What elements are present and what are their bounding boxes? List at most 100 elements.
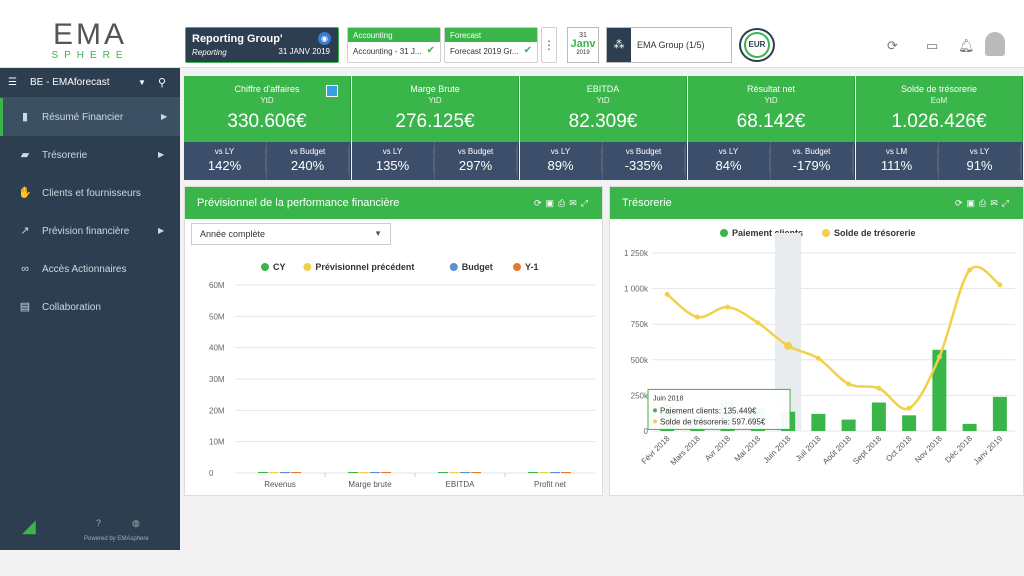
currency-label: EUR bbox=[744, 32, 770, 58]
performance-chart: CY Prévisionnel précédent Budget Y-1 0 10M 20M… bbox=[209, 262, 595, 489]
bar bbox=[449, 472, 459, 473]
tresorerie-chart: Paiement clients Solde de trésorerie 0 250k… bbox=[624, 228, 1015, 467]
kpi-card[interactable]: Marge Brute YtD 276.125€ vs LY 135% vs Bu… bbox=[352, 76, 519, 180]
bar bbox=[438, 472, 448, 473]
bar bbox=[561, 472, 571, 473]
legend-label: Budget bbox=[462, 262, 493, 272]
bar bbox=[348, 472, 358, 473]
line-point bbox=[784, 341, 793, 350]
y-tick-label: 50M bbox=[209, 312, 225, 321]
kpi-card[interactable]: Solde de trésorerie EoM 1.026.426€ vs LM… bbox=[856, 76, 1023, 180]
comparison-label: vs Budget bbox=[435, 147, 517, 156]
comparison-label: vs LY bbox=[184, 147, 266, 156]
comparison-value: 135% bbox=[352, 158, 434, 173]
x-tick-label: Nov 2018 bbox=[913, 434, 944, 465]
checkbox[interactable] bbox=[326, 85, 338, 97]
panel-tools[interactable]: ⟳▣⎙✉⤢ bbox=[955, 198, 1013, 208]
avatar[interactable] bbox=[985, 32, 1005, 56]
ema-logo[interactable]: EMA SPHERE bbox=[40, 20, 140, 62]
forecast-selector[interactable]: Forecast Forecast 2019 Gr... ✔ bbox=[444, 27, 538, 63]
chevron-down-icon: ▼ bbox=[374, 229, 382, 238]
sidebar-item-label: Prévision financière bbox=[42, 226, 130, 237]
bar bbox=[381, 472, 391, 473]
x-tick-label: Févr 2018 bbox=[640, 434, 672, 466]
calendar-day: 31 bbox=[579, 32, 587, 39]
hamburger-icon[interactable]: ☰ bbox=[8, 77, 17, 88]
entity-selector[interactable]: ⁂ EMA Group (1/5) bbox=[606, 27, 732, 63]
legend-marker bbox=[261, 263, 269, 271]
sidebar-header[interactable]: ☰ BE - EMAforecast ▼ ⚲ bbox=[0, 68, 180, 98]
calendar-date-picker[interactable]: 31 Janv 2019 bbox=[567, 27, 599, 63]
legend-marker bbox=[822, 229, 830, 237]
y-tick-label: 10M bbox=[209, 438, 225, 447]
kpi-comparison-2: vs LY 91% bbox=[939, 142, 1022, 180]
x-tick-label: Marge brute bbox=[348, 480, 392, 489]
kpi-comparisons: vs LY 135% vs Budget 297% bbox=[352, 142, 519, 180]
sidebar-item-tresorerie[interactable]: ▰ Trésorerie ▶ bbox=[0, 136, 180, 174]
presentation-icon[interactable]: ▭ bbox=[926, 38, 939, 53]
sidebar-item-label: Collaboration bbox=[42, 302, 101, 313]
x-tick-label: Juin 2018 bbox=[762, 434, 793, 465]
kpi-comparisons: vs LM 111% vs LY 91% bbox=[856, 142, 1023, 180]
kpi-period: YtD bbox=[260, 96, 274, 105]
currency-button[interactable]: EUR bbox=[739, 28, 775, 62]
globe-icon[interactable]: ◍ bbox=[132, 518, 140, 528]
sidebar-item-label: Trésorerie bbox=[42, 150, 88, 161]
bar bbox=[539, 472, 549, 473]
comparison-label: vs Budget bbox=[603, 147, 685, 156]
forecast-value: Forecast 2019 Gr... bbox=[450, 47, 519, 56]
caret-down-icon[interactable]: ▼ bbox=[138, 78, 146, 87]
x-tick-label: Janv 2019 bbox=[972, 434, 1005, 467]
period-dropdown[interactable]: Année complète ▼ bbox=[191, 223, 391, 245]
sidebar-item-acces-actionnaires[interactable]: ∞ Accès Actionnaires bbox=[0, 250, 180, 288]
help-icon[interactable]: ? bbox=[96, 518, 102, 528]
line-point bbox=[936, 354, 942, 360]
bar bbox=[902, 415, 917, 431]
emasphere-logo-icon: ◢ bbox=[22, 516, 36, 536]
more-options-icon[interactable]: ⋮ bbox=[541, 27, 557, 63]
x-tick-label: Oct 2018 bbox=[884, 434, 914, 464]
kpi-title: Solde de trésorerie bbox=[900, 84, 978, 94]
comparison-label: vs LY bbox=[520, 147, 602, 156]
accounting-selector[interactable]: Accounting Accounting - 31 J... ✔ bbox=[347, 27, 441, 63]
tooltip-marker bbox=[653, 408, 657, 413]
bar bbox=[841, 419, 856, 431]
sidebar-item-label: Résumé Financier bbox=[42, 112, 124, 123]
kpi-comparison-1: vs LY 135% bbox=[352, 142, 435, 180]
comparison-value: 89% bbox=[520, 158, 602, 173]
x-tick-label: Mai 2018 bbox=[733, 434, 763, 464]
kpi-card[interactable]: EBITDA YtD 82.309€ vs LY 89% vs Budget -33… bbox=[520, 76, 687, 180]
sidebar-item-resume-financier[interactable]: ▮ Résumé Financier ▶ bbox=[0, 98, 180, 136]
kpi-card[interactable]: Chiffre d'affaires YtD 330.606€ vs LY 142… bbox=[184, 76, 351, 180]
accounting-value: Accounting - 31 J... bbox=[353, 47, 422, 56]
chevron-right-icon: ▶ bbox=[161, 112, 168, 121]
bar bbox=[280, 472, 290, 473]
search-icon[interactable]: ⚲ bbox=[158, 77, 167, 89]
check-icon: ✔ bbox=[523, 45, 532, 56]
line-point bbox=[906, 405, 912, 411]
logo-text: EMA bbox=[52, 18, 127, 51]
comparison-value: 142% bbox=[184, 158, 266, 173]
legend-label: Y-1 bbox=[525, 262, 539, 272]
line-point bbox=[876, 385, 882, 391]
kpi-value: 330.606€ bbox=[227, 111, 307, 132]
kpi-card[interactable]: Résultat net YtD 68.142€ vs LY 84% vs. Bu… bbox=[688, 76, 855, 180]
panel-tools[interactable]: ⟳▣⎙✉⤢ bbox=[534, 198, 592, 208]
handshake-icon: ✋ bbox=[18, 187, 32, 199]
sidebar-item-clients-fournisseurs[interactable]: ✋ Clients et fournisseurs bbox=[0, 174, 180, 212]
reporting-group-selector[interactable]: Reporting Group' Reporting 31 JANV 2019 … bbox=[185, 27, 339, 63]
panel-title: Prévisionnel de la performance financièr… bbox=[197, 197, 400, 209]
y-tick-label: 0 bbox=[209, 469, 214, 478]
refresh-icon[interactable]: ⟳ bbox=[887, 38, 898, 53]
sidebar-item-collaboration[interactable]: ▤ Collaboration bbox=[0, 288, 180, 326]
sidebar-item-prevision-financiere[interactable]: ↗ Prévision financière ▶ bbox=[0, 212, 180, 250]
panel-header: Prévisionnel de la performance financièr… bbox=[185, 187, 602, 219]
kpi-title: EBITDA bbox=[586, 84, 620, 94]
bell-icon[interactable]: 🔔︎ bbox=[958, 38, 975, 53]
bar bbox=[962, 423, 977, 431]
bar bbox=[471, 472, 481, 473]
eye-icon[interactable]: ◉ bbox=[318, 32, 331, 45]
check-icon: ✔ bbox=[426, 45, 435, 56]
kpi-value: 82.309€ bbox=[568, 111, 638, 132]
kpi-comparison-2: vs Budget 240% bbox=[267, 142, 350, 180]
